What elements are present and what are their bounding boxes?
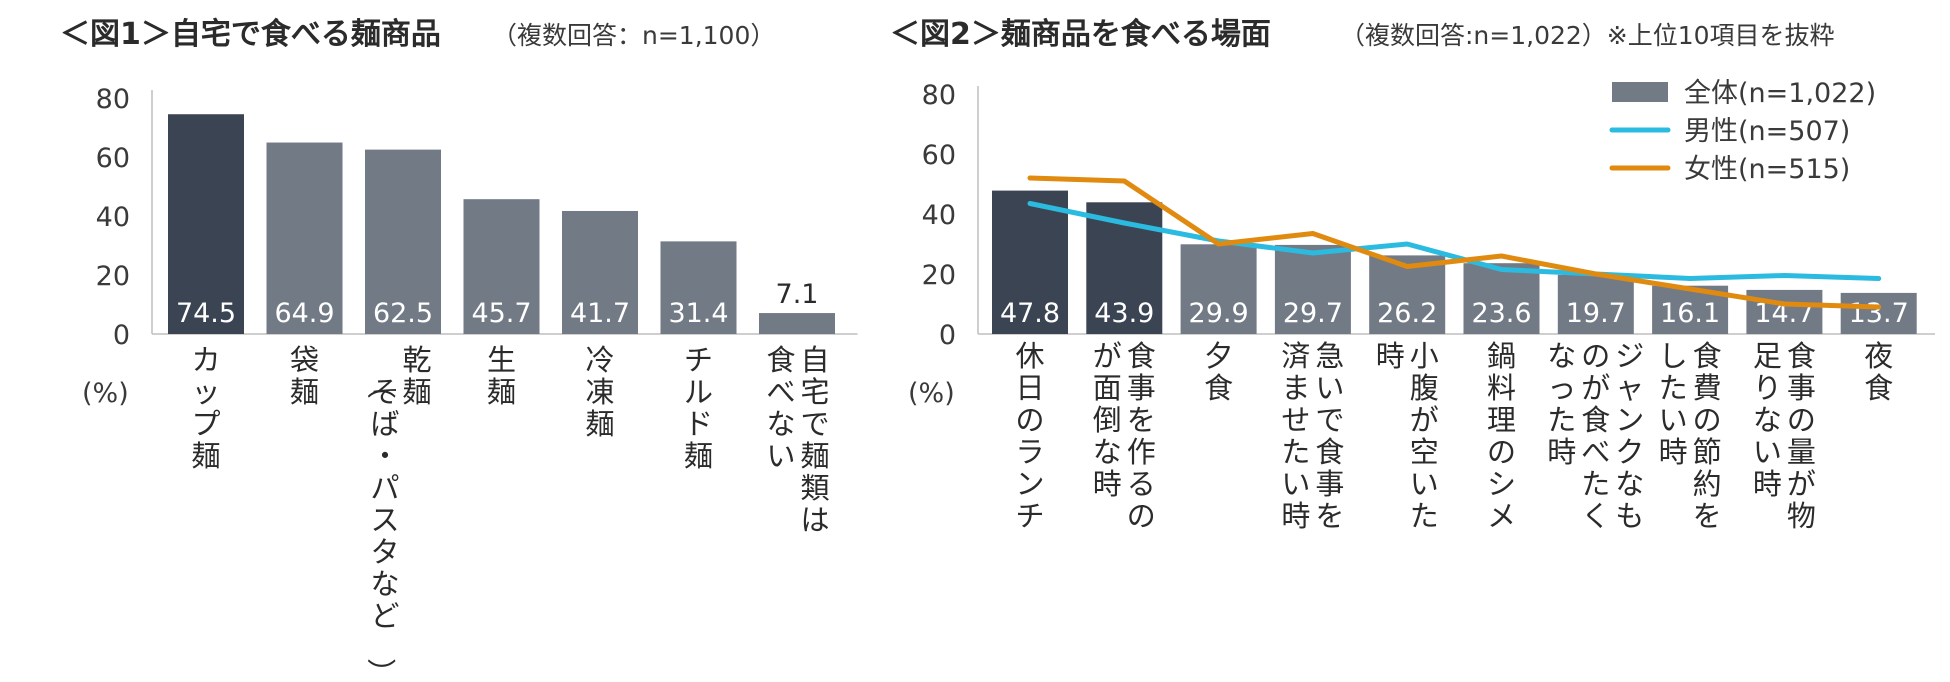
chart2-category-label-cont: 時 xyxy=(1376,339,1405,373)
chart1-data-label: 74.5 xyxy=(176,298,236,329)
chart1-category-label: チルド麺 xyxy=(684,343,713,473)
chart2-data-label: 23.6 xyxy=(1471,298,1531,329)
chart1-bar xyxy=(562,210,638,334)
chart1-bar xyxy=(168,114,244,334)
chart2-category-label: 休日のランチ xyxy=(1015,339,1044,533)
chart2-category-label: 夕食 xyxy=(1204,339,1233,405)
chart1-y-tick-label: 40 xyxy=(96,202,130,233)
legend-label: 全体(n=1,022) xyxy=(1684,78,1876,109)
chart2-category-label: 夜食 xyxy=(1864,339,1893,405)
chart1-y-tick-label: 60 xyxy=(96,143,130,174)
chart2-category-label-cont: が面倒な時 xyxy=(1093,339,1122,501)
chart1-category-label-cont: 食べない xyxy=(766,343,795,473)
chart2-bar xyxy=(1274,244,1351,334)
chart1-bar xyxy=(660,241,737,334)
chart2-category-label-cont: のが食べたく xyxy=(1581,339,1610,533)
chart2-y-tick-label: 0 xyxy=(939,320,956,351)
chart2-category-label: 鍋料理のシメ xyxy=(1487,339,1516,533)
chart1-category-label: 袋麺 xyxy=(290,343,319,409)
chart2-y-tick-label: 20 xyxy=(922,260,956,291)
chart2-bar xyxy=(1180,244,1257,334)
chart2-category-label: 食事を作るの xyxy=(1127,339,1156,533)
chart2-category-label: 急いで食事を xyxy=(1315,339,1344,533)
chart2-data-label: 29.9 xyxy=(1189,298,1249,329)
chart2-series-line-female xyxy=(1027,175,1882,310)
chart1-data-label: 31.4 xyxy=(668,298,728,329)
chart2-data-label: 13.7 xyxy=(1849,298,1909,329)
chart2-data-label: 47.8 xyxy=(1000,298,1060,329)
chart2-legend: 全体(n=1,022) 男性(n=507) 女性(n=515) xyxy=(1609,78,1876,185)
chart2-data-label: 29.7 xyxy=(1283,298,1343,329)
chart2-category-label: 食費の節約を xyxy=(1693,339,1722,533)
chart2-bar xyxy=(992,190,1068,334)
chart1-category-label: 冷凍麺 xyxy=(585,343,614,441)
chart2-category-label: 小腹が空いた xyxy=(1410,339,1439,533)
chart2-data-label: 16.1 xyxy=(1660,298,1720,329)
chart2-bar xyxy=(1463,263,1540,334)
chart2-y-tick-label: 60 xyxy=(922,140,956,171)
chart2-category-label: 食事の量が物 xyxy=(1787,339,1816,533)
chart1-data-label: 41.7 xyxy=(570,298,630,329)
chart2-data-label: 19.7 xyxy=(1566,298,1626,329)
chart2-axes: 0 20 40 60 80 xyxy=(922,80,979,351)
chart2-category-label: ジャンクなも xyxy=(1615,339,1644,533)
chart1-category-label: 自宅で麺類は xyxy=(800,343,829,537)
chart1-data-label: 64.9 xyxy=(274,298,334,329)
chart1-y-tick-label: 20 xyxy=(96,261,130,292)
chart2-y-tick-label: 40 xyxy=(922,200,956,231)
chart2-data-label: 26.2 xyxy=(1377,298,1437,329)
chart1-unit-label: (%) xyxy=(82,378,129,409)
chart1-category-label: カップ麺 xyxy=(191,343,220,473)
chart1-bar xyxy=(463,199,540,334)
chart2-bar xyxy=(1557,274,1634,334)
chart1-y-tick-label: 0 xyxy=(113,320,130,351)
chart2-bar xyxy=(1746,289,1823,334)
chart2-category-label-cont: 済ませたい時 xyxy=(1281,339,1310,533)
chart1-data-label: 62.5 xyxy=(373,298,433,329)
chart1-axes: 0 20 40 60 80 xyxy=(96,84,153,351)
chart2-unit-label: (%) xyxy=(908,378,955,409)
chart2-bar xyxy=(1840,292,1917,334)
chart1-category-label-cont: （そば・パスタなど） xyxy=(363,370,399,682)
legend-label: 男性(n=507) xyxy=(1684,116,1850,147)
chart1-title: ＜図1＞自宅で食べる麺商品 xyxy=(60,17,441,52)
chart2-subtitle: （複数回答:n=1,022）※上位10項目を抜粋 xyxy=(1340,21,1835,50)
chart2-y-tick-label: 80 xyxy=(922,80,956,111)
legend-swatch-bar xyxy=(1612,82,1668,102)
chart1-bar xyxy=(759,313,835,334)
chart2-lines xyxy=(1027,175,1882,310)
chart2-title: ＜図2＞麺商品を食べる場面 xyxy=(890,17,1271,52)
chart2-category-label-cont: なった時 xyxy=(1547,339,1576,469)
chart2-series-line-male xyxy=(1027,201,1882,281)
chart2-category-label-cont: 足りない時 xyxy=(1753,339,1782,501)
chart1-bars: 74.5 カップ麺 64.9 袋麺 62.5 乾麺（そば・パスタなど） 45.7 生麺 41.7… xyxy=(152,114,858,682)
chart2-category-label-cont: したい時 xyxy=(1659,339,1688,469)
chart1-bar xyxy=(365,149,441,334)
chart1-category-label: 生麺 xyxy=(487,343,516,409)
chart1-subtitle: （複数回答：n=1,100） xyxy=(492,21,775,50)
chart1-y-tick-label: 80 xyxy=(96,84,130,115)
legend-label: 女性(n=515) xyxy=(1684,154,1850,185)
chart1-bar xyxy=(266,142,343,334)
chart2-data-label: 43.9 xyxy=(1094,298,1154,329)
chart1-data-label: 7.1 xyxy=(776,279,819,310)
chart1-data-label: 45.7 xyxy=(471,298,531,329)
chart1-category-label: 乾麺 xyxy=(402,343,431,409)
